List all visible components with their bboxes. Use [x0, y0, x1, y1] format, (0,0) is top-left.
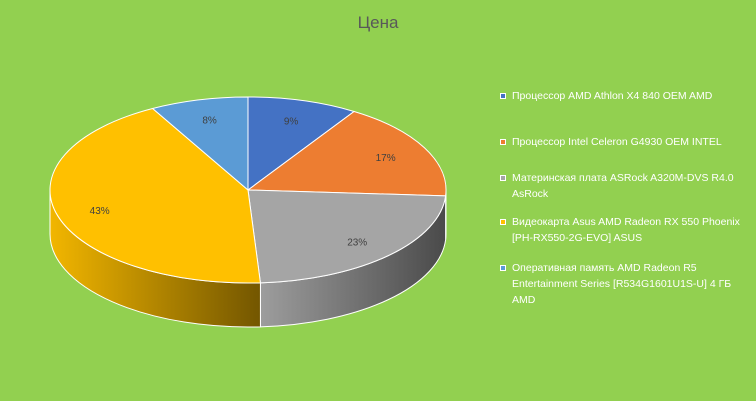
- data-label-5: 8%: [202, 116, 217, 127]
- legend-label-1: Процессор AMD Athlon X4 840 OEM AMD: [512, 90, 713, 102]
- legend-label-2: Процессор Intel Celeron G4930 OEM INTEL: [512, 136, 722, 148]
- legend-item-3: Материнская плата ASRock A320M-DVS R4.0 …: [500, 170, 750, 202]
- legend-swatch-5: [500, 265, 506, 271]
- legend-swatch-3: [500, 175, 506, 181]
- legend-item-2: Процессор Intel Celeron G4930 OEM INTEL: [500, 134, 750, 150]
- legend-swatch-4: [500, 219, 506, 225]
- data-label-1: 9%: [284, 116, 299, 127]
- legend-label-5: Оперативная память AMD Radeon R5 Enterta…: [512, 262, 732, 306]
- legend-label-3: Материнская плата ASRock A320M-DVS R4.0 …: [512, 172, 734, 200]
- legend-swatch-2: [500, 139, 506, 145]
- data-label-3: 23%: [347, 237, 367, 248]
- legend-item-4: Видеокарта Asus AMD Radeon RX 550 Phoeni…: [500, 214, 750, 246]
- pie-slice-1: [247, 96, 356, 191]
- legend-label-4: Видеокарта Asus AMD Radeon RX 550 Phoeni…: [512, 216, 740, 244]
- pie-slice-5: [151, 96, 249, 192]
- pie-top: [49, 96, 447, 284]
- pie-slice-4: [49, 107, 262, 284]
- pie-slice-3: [247, 189, 447, 284]
- pie-slice-2: [246, 110, 447, 197]
- chart-title: Цена: [357, 13, 399, 32]
- legend-swatch-1: [500, 93, 506, 99]
- legend-item-5: Оперативная память AMD Radeon R5 Enterta…: [500, 260, 750, 308]
- data-label-4: 43%: [90, 206, 110, 217]
- legend: Процессор AMD Athlon X4 840 OEM AMD Проце…: [500, 88, 750, 308]
- legend-item-1: Процессор AMD Athlon X4 840 OEM AMD: [500, 88, 750, 104]
- data-label-2: 17%: [376, 153, 396, 164]
